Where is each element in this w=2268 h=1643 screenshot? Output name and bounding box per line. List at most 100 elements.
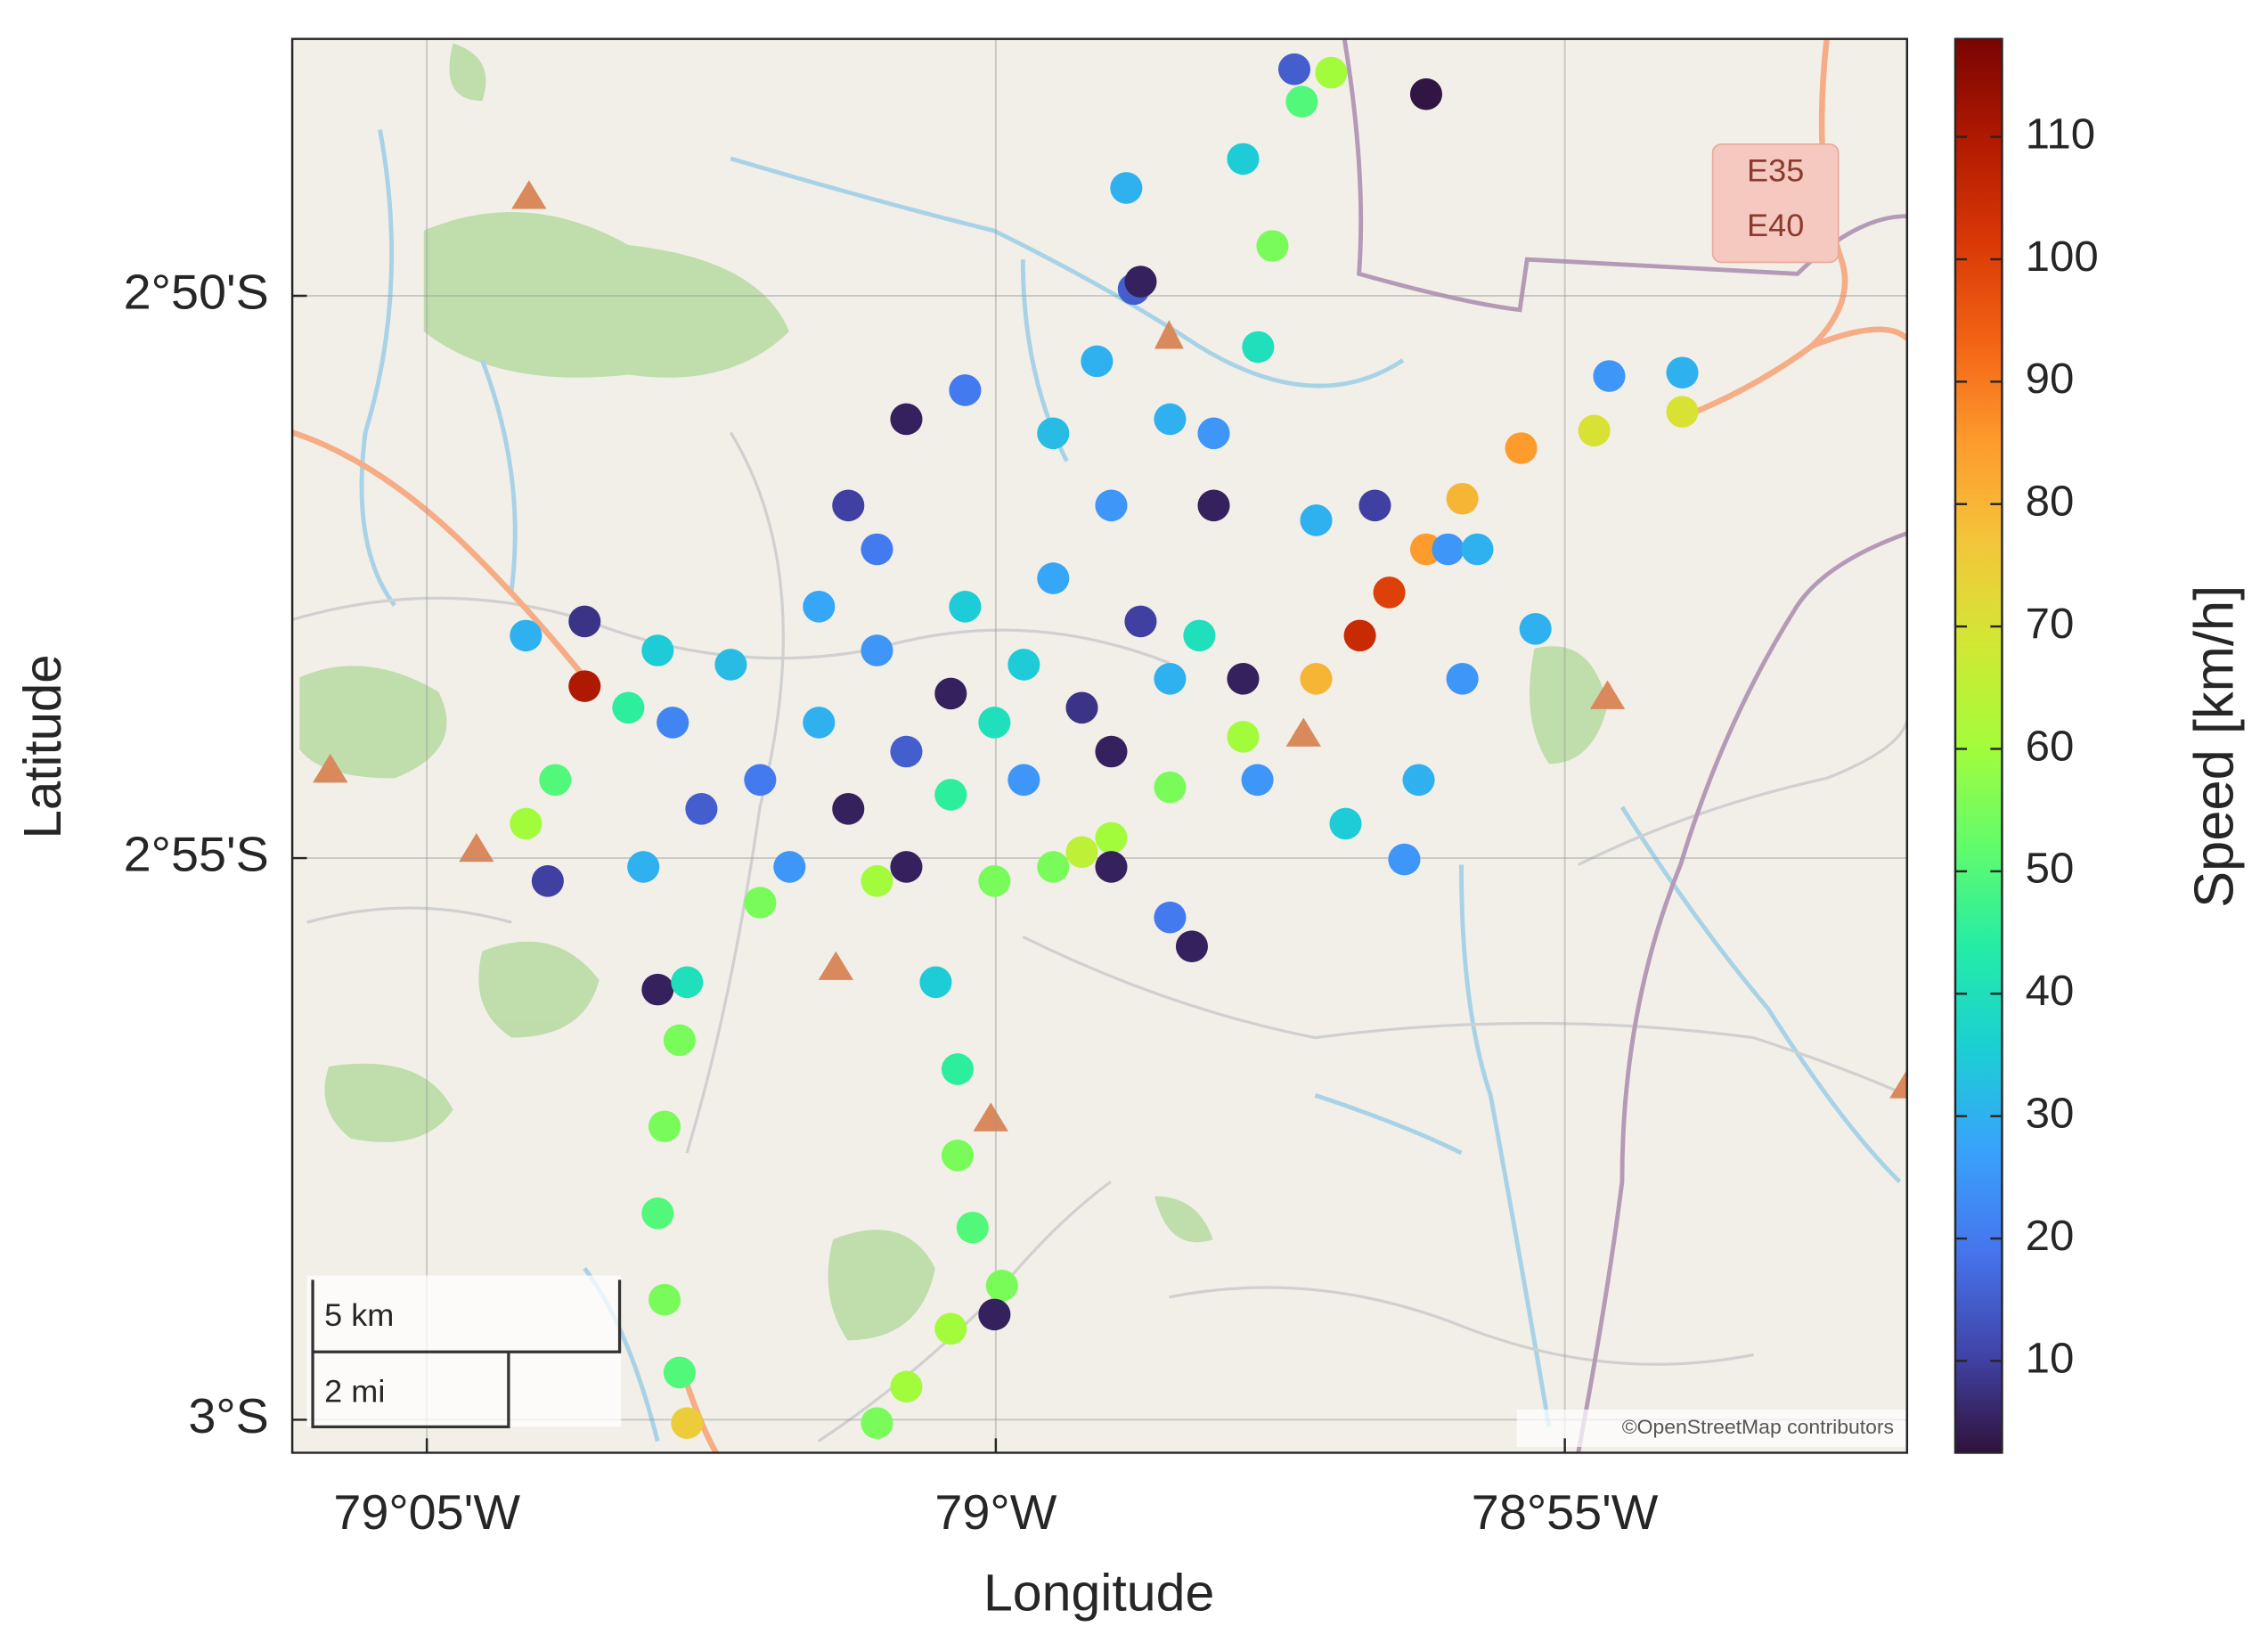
- point: [1446, 662, 1479, 695]
- point: [934, 779, 967, 811]
- point: [941, 1053, 974, 1085]
- point: [568, 605, 601, 638]
- point: [832, 489, 865, 522]
- x-tick-label: 78°55'W: [1472, 1485, 1659, 1541]
- point: [1256, 230, 1289, 262]
- point: [1175, 930, 1209, 962]
- y-tick-label: 2°55'S: [124, 827, 269, 882]
- point: [531, 865, 564, 897]
- point: [861, 1407, 893, 1439]
- colorbar-tick-label: 110: [2026, 110, 2095, 159]
- point: [657, 707, 689, 739]
- point: [539, 764, 572, 797]
- y-tick-label: 2°50'S: [124, 265, 269, 320]
- point: [1432, 533, 1464, 566]
- attribution: ©OpenStreetMap contributors: [1622, 1415, 1894, 1438]
- point: [1227, 662, 1260, 695]
- point: [1110, 172, 1143, 204]
- colorbar-tick-label: 30: [2026, 1090, 2075, 1138]
- scale-label: 5 km: [324, 1297, 394, 1333]
- colorbar-tick-label: 50: [2026, 845, 2075, 893]
- point: [890, 851, 923, 883]
- point: [671, 966, 704, 999]
- point: [832, 793, 865, 825]
- point: [1505, 432, 1538, 464]
- point: [1183, 619, 1216, 652]
- point: [1300, 504, 1333, 536]
- point: [568, 670, 601, 702]
- point: [1300, 662, 1333, 695]
- point: [1358, 489, 1391, 522]
- point: [1124, 605, 1157, 638]
- point: [510, 619, 543, 652]
- point: [1519, 612, 1552, 645]
- point: [671, 1407, 704, 1439]
- point: [890, 403, 923, 436]
- point: [1037, 851, 1070, 883]
- point: [663, 1024, 696, 1057]
- point: [1277, 53, 1311, 86]
- point: [1461, 533, 1494, 566]
- axes-box: [290, 37, 1909, 1454]
- point: [1388, 843, 1421, 876]
- point: [861, 634, 893, 666]
- point: [1065, 691, 1098, 724]
- point: [1578, 414, 1611, 447]
- route-label: E40: [1747, 208, 1804, 243]
- point: [941, 1139, 974, 1172]
- point: [1593, 360, 1626, 392]
- point: [1329, 807, 1362, 840]
- scale-label: 2 mi: [324, 1374, 385, 1410]
- point: [1446, 482, 1479, 515]
- point: [1227, 721, 1260, 753]
- point: [1095, 489, 1128, 522]
- point: [978, 1298, 1011, 1331]
- point: [985, 1270, 1018, 1302]
- colorbar-tick-label: 10: [2026, 1335, 2075, 1383]
- colorbar-tick-label: 20: [2026, 1212, 2075, 1260]
- colorbar-tick-label: 60: [2026, 723, 2075, 771]
- colorbar-label: Speed [km/h]: [2183, 585, 2245, 908]
- point: [890, 735, 923, 768]
- point: [663, 1356, 696, 1389]
- point: [934, 1312, 967, 1345]
- y-axis-label: Latitude: [14, 654, 72, 838]
- colorbar: [1954, 37, 2003, 1454]
- route-shield: [1711, 143, 1840, 264]
- point: [1037, 417, 1070, 450]
- point: [714, 649, 747, 681]
- point: [956, 1211, 989, 1244]
- point: [1008, 649, 1040, 681]
- point: [919, 966, 952, 999]
- point: [1197, 489, 1230, 522]
- colorbar-tick-label: 40: [2026, 967, 2075, 1015]
- point: [1095, 735, 1128, 768]
- attribution-bg: [1516, 1409, 1906, 1448]
- point: [1241, 764, 1274, 797]
- point: [1197, 417, 1230, 450]
- basemap: E35 E40: [292, 38, 1907, 1453]
- y-tick-label: 3°S: [188, 1388, 269, 1443]
- point: [861, 533, 893, 566]
- point: [1037, 562, 1070, 594]
- point: [949, 591, 982, 623]
- point: [1666, 396, 1699, 428]
- point: [648, 1283, 681, 1316]
- points: [510, 53, 1699, 1439]
- point: [510, 807, 543, 840]
- point: [978, 865, 1011, 897]
- point: [1666, 356, 1699, 389]
- point: [1154, 403, 1187, 436]
- point: [1154, 901, 1187, 934]
- point: [773, 851, 806, 883]
- point: [803, 707, 836, 739]
- point: [1008, 764, 1040, 797]
- point: [1065, 836, 1098, 869]
- point: [1095, 851, 1128, 883]
- point: [1402, 764, 1435, 797]
- point: [685, 793, 718, 825]
- point: [1081, 345, 1114, 378]
- point: [641, 634, 674, 666]
